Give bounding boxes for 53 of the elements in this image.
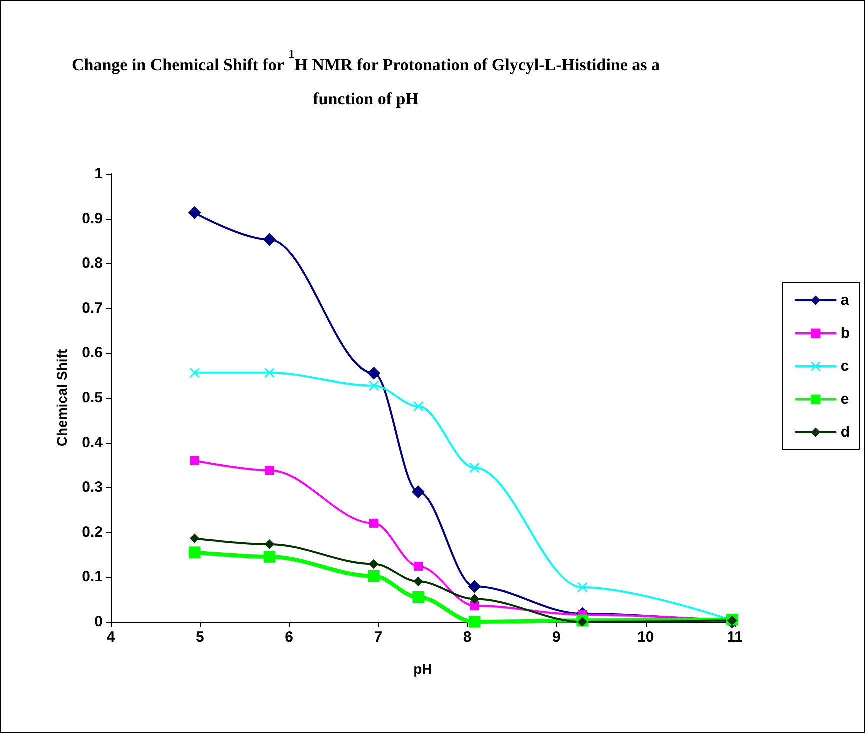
- y-tick-label: 0.1: [82, 568, 103, 586]
- point: [188, 546, 201, 558]
- point: [190, 368, 200, 378]
- x-tick-label: 7: [374, 629, 383, 646]
- point: [265, 466, 274, 476]
- point: [578, 582, 588, 593]
- point: [414, 576, 424, 587]
- point: [578, 617, 588, 627]
- point: [190, 456, 200, 466]
- y-tick-label: 0.9: [82, 210, 103, 228]
- x-tick-label: 8: [463, 629, 472, 646]
- y-tick-label: 0.7: [82, 300, 103, 317]
- point: [412, 486, 426, 499]
- y-tick-label: 0: [94, 614, 103, 630]
- x-tick-label: 9: [552, 629, 561, 646]
- y-tick-label: 0.4: [82, 434, 104, 452]
- legend-label: a: [840, 292, 850, 309]
- point: [264, 540, 275, 550]
- point: [367, 366, 380, 380]
- point: [188, 206, 202, 220]
- legend-label: e: [840, 391, 850, 408]
- y-tick-label: 0.5: [82, 390, 103, 406]
- point: [470, 601, 480, 610]
- legend-label: c: [840, 358, 850, 375]
- point: [368, 380, 379, 391]
- point: [414, 562, 424, 571]
- y-tick-label: 1: [94, 166, 103, 182]
- point: [470, 594, 480, 604]
- point: [412, 592, 424, 604]
- point: [369, 518, 378, 528]
- legend-label: b: [840, 325, 850, 342]
- x-tick-label: 5: [196, 629, 204, 646]
- point: [263, 233, 276, 246]
- point: [369, 559, 379, 570]
- point: [468, 616, 481, 628]
- point: [190, 534, 200, 544]
- y-tick-label: 0.2: [82, 524, 103, 541]
- x-tick-label: 11: [727, 629, 743, 646]
- y-axis-title: Chemical Shift: [54, 349, 70, 447]
- point: [368, 570, 380, 582]
- y-tick-label: 0.3: [82, 479, 103, 496]
- point: [264, 551, 276, 563]
- x-tick-label: 6: [285, 629, 294, 646]
- point: [264, 368, 275, 378]
- y-tick-label: 0.8: [82, 255, 103, 272]
- point: [470, 462, 480, 473]
- x-tick-label: 4: [106, 629, 116, 646]
- point: [414, 402, 424, 412]
- legend-label: d: [840, 424, 850, 441]
- point: [468, 580, 482, 594]
- x-axis-title: pH: [414, 661, 432, 677]
- x-tick-label: 10: [638, 629, 654, 646]
- y-tick-label: 0.6: [82, 344, 103, 362]
